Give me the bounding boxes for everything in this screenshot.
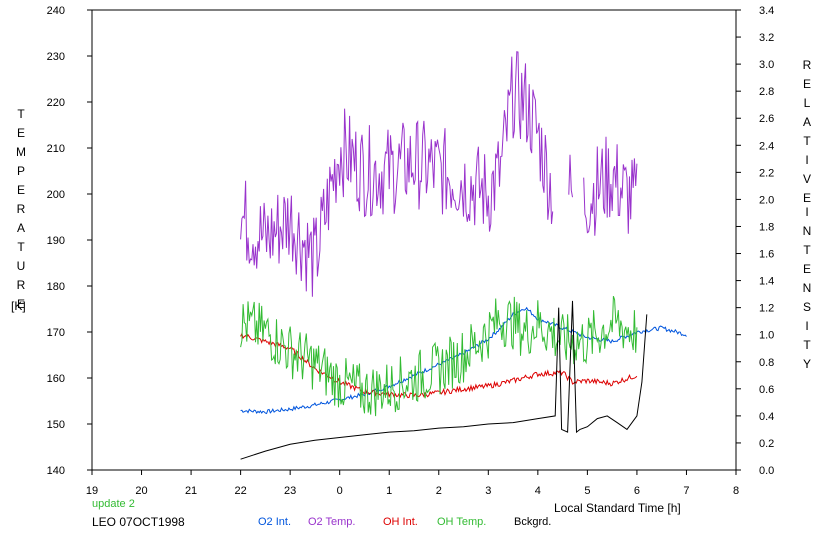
axis-label-letter: N [802, 224, 812, 238]
axis-label-letter: I [805, 153, 809, 167]
left-tick-label: 150 [47, 419, 65, 431]
x-tick-label: 0 [337, 485, 343, 497]
left-tick-label: 220 [47, 97, 65, 109]
series-line-o2-temp [568, 154, 573, 198]
axis-label-letter: T [803, 338, 811, 352]
x-tick-label: 6 [634, 485, 640, 497]
axis-label-letter: T [803, 134, 811, 148]
axis-label-letter: T [803, 243, 811, 257]
axis-label-letter: R [802, 58, 812, 72]
series-line-o2-int [240, 306, 687, 415]
axis-label-letter: E [802, 191, 811, 205]
x-tick-label: 7 [683, 485, 689, 497]
right-tick-label: 2.6 [759, 113, 774, 125]
right-tick-label: 1.2 [759, 303, 774, 315]
right-tick-label: 2.8 [759, 86, 774, 98]
axis-label-letter: R [16, 202, 26, 216]
left-tick-label: 180 [47, 281, 65, 293]
right-tick-label: 0.6 [759, 384, 774, 396]
update-annotation: update 2 [92, 498, 135, 510]
station-date-label: LEO 07OCT1998 [92, 515, 185, 529]
right-tick-label: 3.0 [759, 59, 774, 71]
x-tick-label: 5 [584, 485, 590, 497]
series-line-bckgrd [240, 300, 648, 460]
right-tick-label: 2.2 [759, 167, 774, 179]
left-tick-label: 210 [47, 143, 65, 155]
axis-label-letter: E [802, 77, 811, 91]
legend-o2-int: O2 Int. [258, 516, 292, 528]
left-tick-label: 190 [47, 235, 65, 247]
right-tick-label: 0.0 [759, 465, 774, 477]
series-line-oh-int [240, 332, 638, 399]
right-tick-label: 1.6 [759, 249, 774, 261]
legend-oh-int: OH Int. [383, 516, 418, 528]
axis-label-letter: I [805, 319, 809, 333]
axis-label-letter: A [16, 221, 25, 235]
right-tick-label: 1.8 [759, 221, 774, 233]
right-tick-label: 1.0 [759, 330, 774, 342]
series-lines [240, 51, 687, 460]
left-tick-label: 160 [47, 373, 65, 385]
axis-label-letter: E [16, 126, 25, 140]
x-tick-label: 21 [185, 485, 197, 497]
x-tick-label: 20 [135, 485, 147, 497]
series-line-o2-temp [240, 51, 554, 297]
axis-label-letter: E [16, 183, 25, 197]
right-tick-label: 0.2 [759, 438, 774, 450]
axis-label-letter: V [802, 172, 811, 186]
left-axis-unit: [K] [11, 299, 26, 313]
left-tick-label: 170 [47, 327, 65, 339]
axis-label-letter: A [802, 115, 811, 129]
axis-label-letter: P [16, 164, 25, 178]
x-tick-label: 1 [386, 485, 392, 497]
legend-bckgrd: Bckgrd. [514, 516, 552, 528]
series-line-oh-temp [240, 295, 638, 417]
right-tick-label: 0.8 [759, 357, 774, 369]
left-tick-label: 230 [47, 51, 65, 63]
x-axis-ticks: 19 20 21 22 23 0 1 2 3 4 5 6 7 8 [86, 470, 739, 497]
right-tick-label: 2.4 [759, 140, 774, 152]
axis-label-letter: L [803, 96, 811, 110]
left-tick-label: 200 [47, 189, 65, 201]
legend-o2-temp: O2 Temp. [308, 516, 356, 528]
x-tick-label: 22 [234, 485, 246, 497]
x-tick-label: 8 [733, 485, 739, 497]
axis-label-letter: E [802, 262, 811, 276]
legend-oh-temp: OH Temp. [437, 516, 487, 528]
right-tick-label: 0.4 [759, 411, 774, 423]
axis-label-letter: S [802, 300, 811, 314]
x-tick-label: 23 [284, 485, 296, 497]
x-axis-label: Local Standard Time [h] [554, 501, 681, 515]
axis-label-letter: M [16, 145, 26, 159]
axis-label-letter: I [805, 205, 809, 219]
axis-label-letter: N [802, 281, 812, 295]
x-tick-label: 4 [535, 485, 541, 497]
axis-label-letter: E [16, 297, 25, 311]
left-tick-label: 240 [47, 5, 65, 17]
x-tick-label: 3 [485, 485, 491, 497]
axis-label-letter: Y [802, 357, 811, 371]
x-tick-label: 2 [436, 485, 442, 497]
right-tick-label: 1.4 [759, 276, 774, 288]
right-tick-label: 3.2 [759, 32, 774, 44]
left-tick-label: 140 [47, 465, 65, 477]
left-axis-ticks: 140 150 160 170 180 190 200 210 220 230 240 [47, 5, 92, 477]
x-tick-label: 19 [86, 485, 98, 497]
right-tick-label: 3.4 [759, 5, 774, 17]
axis-label-letter: R [16, 278, 26, 292]
series-line-o2-temp [583, 136, 638, 236]
axis-label-letter: T [17, 107, 25, 121]
right-tick-label: 2.0 [759, 194, 774, 206]
right-axis-ticks: 0.0 0.2 0.4 0.6 0.8 1.0 1.2 1.4 1.6 1.8 2.0 2.2 2.4 2… [736, 5, 774, 477]
axis-label-letter: T [17, 240, 25, 254]
axis-label-letter: U [16, 259, 26, 273]
